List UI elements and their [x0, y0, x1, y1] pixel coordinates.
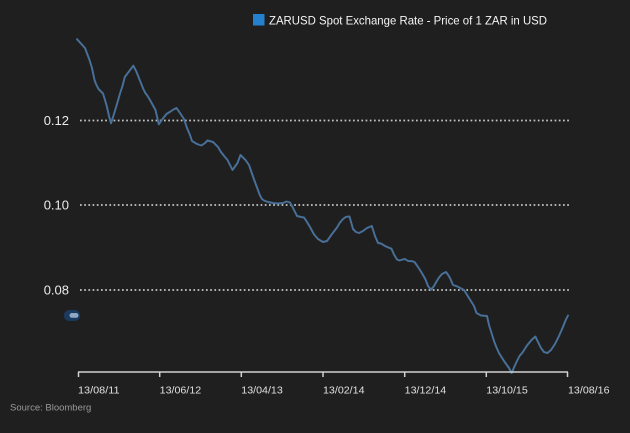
svg-text:Source: Bloomberg: Source: Bloomberg: [10, 402, 91, 413]
svg-text:13/12/14: 13/12/14: [405, 385, 447, 397]
svg-text:0.10: 0.10: [44, 197, 69, 212]
svg-text:13/08/16: 13/08/16: [568, 385, 610, 397]
svg-text:0.12: 0.12: [44, 113, 69, 128]
svg-text:0.08: 0.08: [44, 282, 69, 297]
svg-text:13/02/14: 13/02/14: [323, 385, 365, 397]
svg-text:13/10/15: 13/10/15: [486, 385, 528, 397]
svg-text:ZARUSD Spot Exchange Rate - Pr: ZARUSD Spot Exchange Rate - Price of 1 Z…: [269, 13, 547, 27]
svg-text:13/04/13: 13/04/13: [241, 385, 283, 397]
svg-text:13/06/12: 13/06/12: [160, 385, 202, 397]
svg-text:13/08/11: 13/08/11: [78, 385, 120, 397]
